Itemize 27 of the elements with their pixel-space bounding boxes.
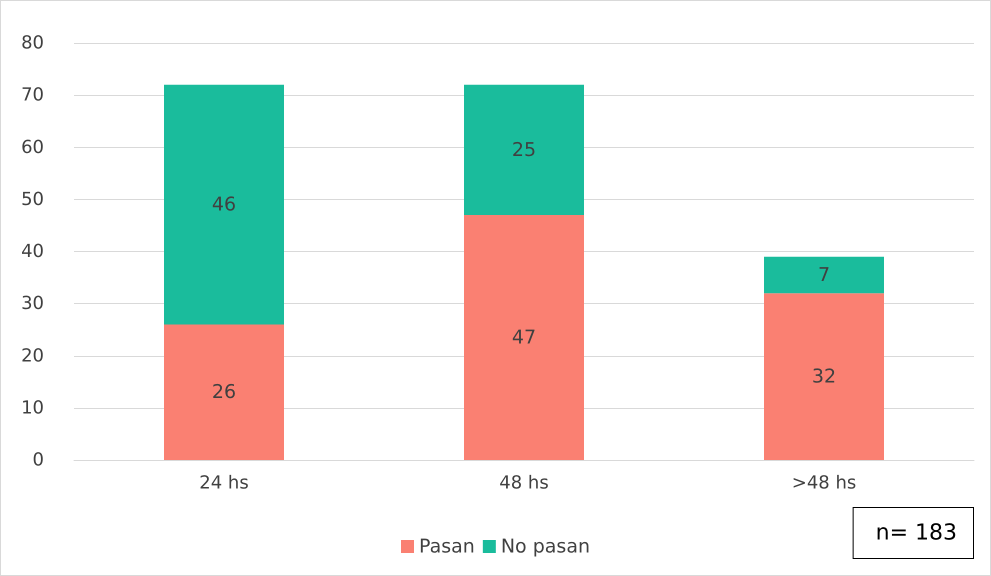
bar <box>164 324 284 460</box>
data-label: 47 <box>512 326 536 349</box>
data-label: 26 <box>212 381 236 404</box>
y-tick-label: 70 <box>21 84 44 106</box>
data-label: 7 <box>818 264 830 286</box>
text: n= 183 <box>876 520 958 546</box>
bar <box>764 293 884 460</box>
y-tick-label: 60 <box>21 136 44 158</box>
bar <box>464 84 584 216</box>
y-tick-label: 80 <box>21 32 44 54</box>
data-label: 32 <box>812 366 836 388</box>
y-tick-label: 50 <box>21 188 44 210</box>
y-tick-label: 30 <box>21 293 44 314</box>
x-tick-label: >48 hs <box>792 472 856 494</box>
bar <box>164 84 284 324</box>
bar <box>764 256 884 294</box>
x-tick-label: 48 hs <box>499 472 549 494</box>
x-tick-label: 24 hs <box>199 472 249 494</box>
legend-label: Pasan <box>419 536 475 558</box>
data-label: 46 <box>212 194 236 216</box>
y-tick-label: 0 <box>32 450 44 470</box>
y-tick-label: 10 <box>21 397 44 418</box>
legend-label: No pasan <box>500 536 590 558</box>
data-label: 25 <box>512 138 536 161</box>
bar <box>464 215 584 460</box>
y-tick-label: 20 <box>21 345 44 366</box>
y-tick-label: 40 <box>21 241 44 262</box>
